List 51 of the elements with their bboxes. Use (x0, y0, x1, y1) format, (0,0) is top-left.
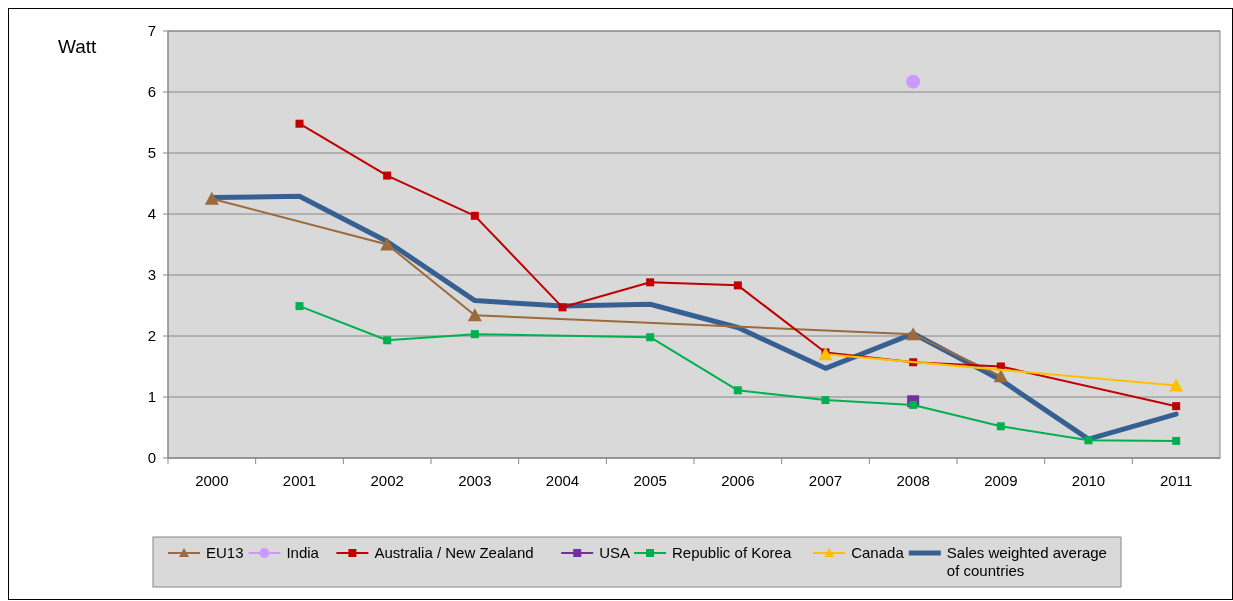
y-tick-label: 2 (147, 327, 156, 345)
point (1084, 436, 1093, 445)
x-tick-label: 2011 (1160, 472, 1193, 489)
y-tick-label: 1 (147, 388, 156, 406)
legend-label: EU13 (206, 544, 244, 561)
point (295, 302, 304, 311)
point (906, 74, 921, 89)
y-tick-label: 0 (147, 449, 156, 467)
point (733, 281, 742, 290)
y-tick-label: 5 (147, 144, 156, 162)
x-tick-label: 2001 (282, 472, 317, 489)
point (467, 308, 482, 322)
x-tick-label: 2009 (984, 472, 1018, 489)
x-tick-label: 2010 (1071, 472, 1106, 489)
y-axis-title: Watt (58, 36, 98, 57)
point (909, 400, 918, 409)
point (733, 386, 742, 395)
x-tick-label: 2007 (808, 472, 843, 489)
point (996, 422, 1005, 431)
point (993, 369, 1008, 383)
x-tick-label: 2000 (195, 472, 229, 489)
x-tick-label: 2004 (545, 472, 580, 489)
point (906, 327, 921, 341)
point (295, 119, 304, 128)
legend-label: Sales weighted average of countries (946, 544, 1107, 579)
point (383, 336, 392, 345)
x-tick-label: 2002 (370, 472, 404, 489)
y-tick-label: 6 (147, 83, 156, 101)
x-tick-label: 2003 (458, 472, 492, 489)
point (380, 237, 395, 251)
point (1172, 436, 1181, 445)
point (383, 171, 392, 180)
y-tick-label: 7 (147, 22, 156, 40)
y-tick-label: 4 (147, 205, 156, 223)
y-tick-label: 3 (147, 266, 156, 284)
point (821, 396, 830, 405)
point (646, 278, 655, 287)
legend-label: Australia / New Zealand (374, 544, 534, 561)
legend-label: India (286, 544, 320, 561)
point (646, 333, 655, 342)
point (470, 330, 479, 339)
legend-label: Canada (851, 544, 905, 561)
x-tick-label: 2008 (896, 472, 930, 489)
legend-label: USA (599, 544, 631, 561)
point (470, 211, 479, 220)
point (1172, 402, 1181, 411)
legend-label: Republic of Korea (672, 544, 792, 561)
point (204, 191, 219, 205)
x-tick-label: 2006 (721, 472, 755, 489)
point (558, 303, 567, 312)
x-tick-label: 2005 (633, 472, 667, 489)
